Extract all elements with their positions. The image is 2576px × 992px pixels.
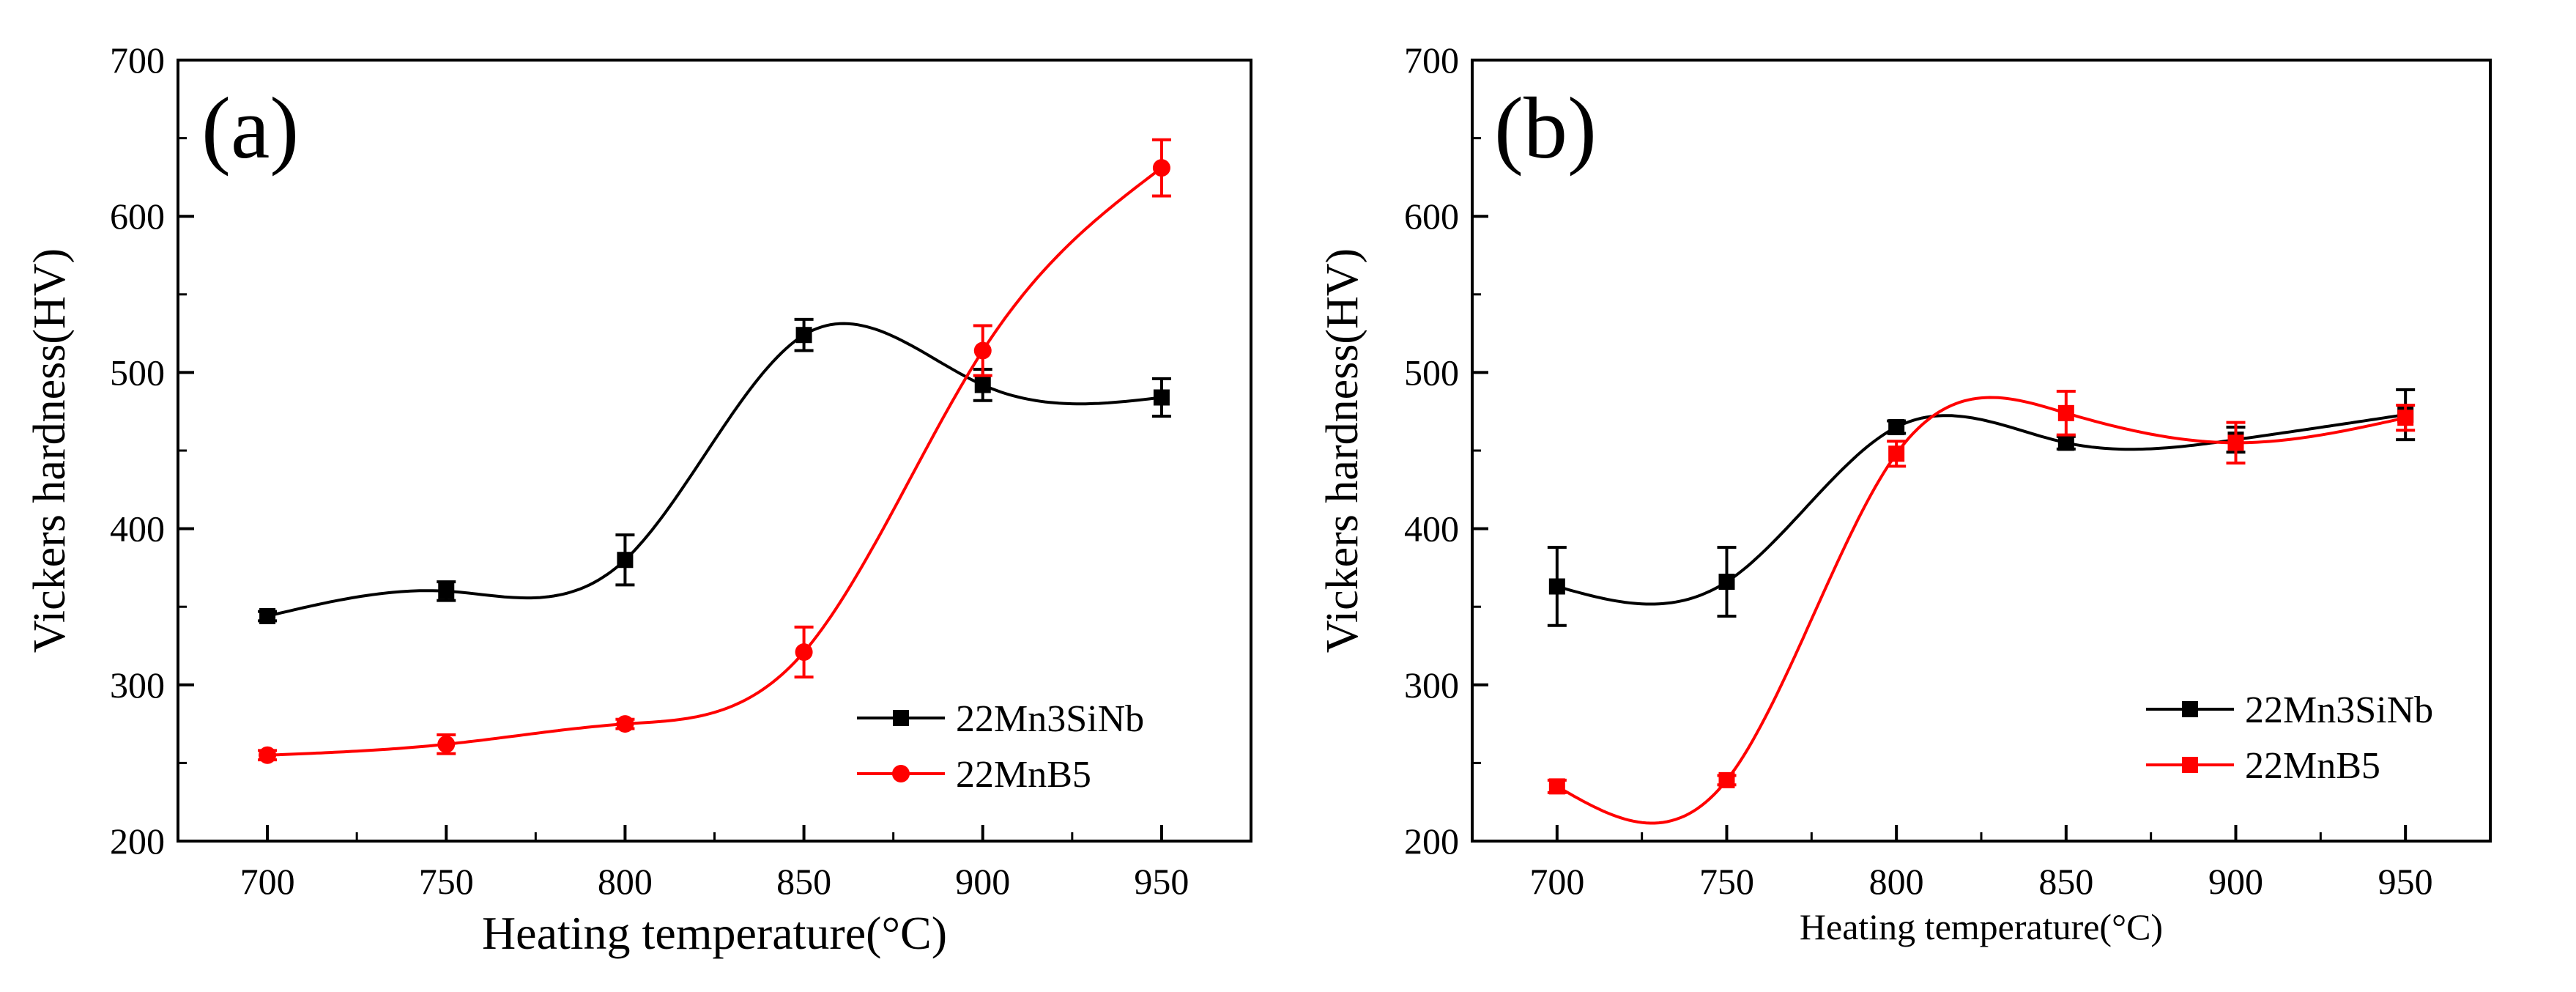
y-tick-label-300: 300	[110, 665, 165, 706]
data-point-22MnB5-900	[2227, 434, 2244, 451]
panel-a-legend-label-1: 22Mn3SiNb	[956, 698, 1144, 740]
x-tick-label-700: 700	[1529, 861, 1584, 902]
data-point-22Mn3SiNb-850	[2057, 434, 2074, 451]
data-point-22Mn3SiNb-950	[1153, 389, 1170, 406]
x-tick-label-750: 750	[1699, 861, 1754, 902]
panel-b-y-axis-title: Vickers hardness(HV)	[1318, 248, 1367, 653]
panel-b-legend-label-1: 22Mn3SiNb	[2245, 689, 2433, 731]
y-tick-label-500: 500	[1404, 352, 1459, 393]
panel-b-label: (b)	[1494, 79, 1597, 177]
data-point-22Mn3SiNb-700	[259, 607, 276, 624]
series-line-22MnB5	[267, 166, 1163, 757]
y-tick-label-600: 600	[110, 196, 165, 237]
panel-a-y-tick-labels: 200 300 400 500 600 700	[110, 40, 165, 862]
data-point-22MnB5-850	[795, 643, 813, 662]
panel-a: 700 750 800 850 900 950 200 300 400 500 600 700 (a…	[25, 40, 1252, 959]
x-tick-label-850: 850	[776, 861, 831, 902]
panel-b-legend: 22Mn3SiNb 22MnB5	[2146, 689, 2433, 787]
panel-b-series	[1547, 388, 2416, 825]
panel-b-x-axis-title: Heating temperature(°C)	[1800, 906, 2163, 947]
panel-a-legend-entry-2: 22MnB5	[857, 754, 1091, 796]
y-tick-label-300: 300	[1404, 665, 1459, 706]
data-point-22MnB5-750	[1718, 771, 1735, 788]
panel-a-series-22Mn3SiNb	[258, 317, 1171, 624]
panel-a-series	[258, 138, 1171, 764]
y-tick-label-600: 600	[1404, 196, 1459, 237]
x-tick-label-800: 800	[598, 861, 653, 902]
data-point-22Mn3SiNb-750	[438, 582, 455, 599]
data-point-22MnB5-950	[1152, 159, 1170, 177]
x-tick-label-900: 900	[955, 861, 1010, 902]
series-line-22MnB5	[1556, 396, 2406, 825]
data-point-22Mn3SiNb-850	[795, 327, 812, 344]
y-tick-label-400: 400	[1404, 508, 1459, 549]
y-tick-label-200: 200	[1404, 821, 1459, 862]
y-tick-label-200: 200	[110, 821, 165, 862]
data-point-22Mn3SiNb-750	[1718, 574, 1735, 591]
data-point-22MnB5-800	[1888, 445, 1905, 462]
panel-b-legend-label-2: 22MnB5	[2245, 745, 2380, 787]
panel-a-legend-entry-1: 22Mn3SiNb	[857, 698, 1144, 740]
x-tick-label-950: 950	[2378, 861, 2433, 902]
data-point-22Mn3SiNb-800	[1888, 419, 1905, 436]
panel-b-series-22MnB5	[1547, 389, 2416, 825]
panel-b-legend-entry-1: 22Mn3SiNb	[2146, 689, 2433, 731]
panel-b-legend-marker-2	[2182, 757, 2198, 773]
x-tick-label-800: 800	[1869, 861, 1924, 902]
data-point-22Mn3SiNb-700	[1548, 578, 1565, 595]
x-tick-label-700: 700	[240, 861, 295, 902]
data-point-22Mn3SiNb-800	[617, 552, 634, 569]
y-tick-label-700: 700	[1404, 40, 1459, 81]
data-point-22MnB5-850	[2057, 404, 2074, 421]
data-point-22MnB5-700	[259, 746, 277, 764]
panel-b-legend-entry-2: 22MnB5	[2146, 745, 2380, 787]
series-line-22Mn3SiNb	[1556, 413, 2406, 606]
x-tick-label-750: 750	[419, 861, 474, 902]
y-tick-label-700: 700	[110, 40, 165, 81]
panel-b-y-tick-labels: 200 300 400 500 600 700	[1404, 40, 1459, 862]
x-tick-label-900: 900	[2208, 861, 2263, 902]
panel-a-x-tick-labels: 700 750 800 850 900 950	[240, 861, 1189, 902]
panel-b: 700 750 800 850 900 950 200 300 400 500 600 700 (b…	[1318, 40, 2492, 947]
panel-a-legend-marker-1	[893, 710, 909, 726]
panel-a-series-22MnB5	[258, 138, 1171, 764]
series-line-22Mn3SiNb	[267, 322, 1162, 618]
panel-a-legend: 22Mn3SiNb 22MnB5	[857, 698, 1144, 796]
panel-a-y-axis-title: Vickers hardness(HV)	[25, 248, 75, 653]
data-point-22MnB5-900	[973, 341, 992, 360]
x-tick-label-850: 850	[2038, 861, 2093, 902]
panel-b-x-tick-labels: 700 750 800 850 900 950	[1529, 861, 2432, 902]
panel-a-ticks	[178, 59, 1163, 843]
panel-a-legend-marker-2	[892, 765, 910, 782]
panel-a-x-axis-title: Heating temperature(°C)	[482, 907, 947, 959]
data-point-22MnB5-700	[1548, 778, 1565, 795]
data-point-22MnB5-800	[616, 715, 634, 733]
panel-a-legend-label-2: 22MnB5	[956, 754, 1091, 796]
panel-a-label: (a)	[201, 79, 299, 177]
x-tick-label-950: 950	[1134, 861, 1189, 902]
data-point-22MnB5-950	[2397, 410, 2414, 426]
y-tick-label-500: 500	[110, 352, 165, 393]
data-point-22MnB5-750	[437, 735, 456, 753]
panel-b-ticks	[1472, 59, 2408, 843]
panel-b-legend-marker-1	[2182, 701, 2198, 717]
y-tick-label-400: 400	[110, 508, 165, 549]
data-point-22Mn3SiNb-900	[974, 377, 991, 393]
